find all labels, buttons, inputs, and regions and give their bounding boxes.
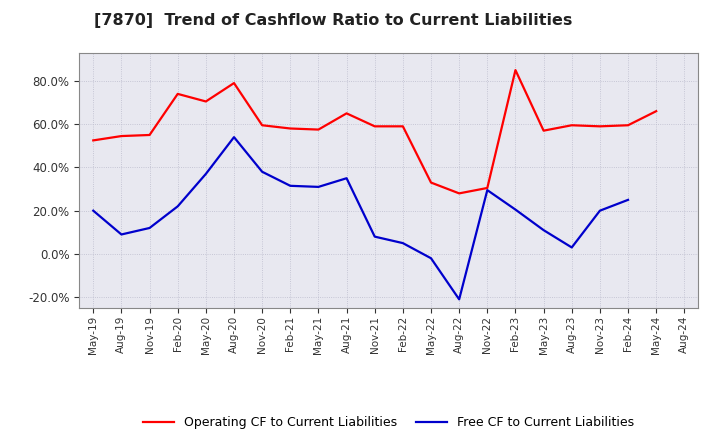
Free CF to Current Liabilities (455, 297, 464, 302)
Line: Operating CF to Current Liabilities: Operating CF to Current Liabilities (94, 70, 656, 193)
Operating CF to Current Liabilities (539, 128, 548, 133)
Operating CF to Current Liabilities (174, 91, 182, 96)
Text: [7870]  Trend of Cashflow Ratio to Current Liabilities: [7870] Trend of Cashflow Ratio to Curren… (94, 13, 572, 28)
Free CF to Current Liabilities (342, 176, 351, 181)
Free CF to Current Liabilities (258, 169, 266, 174)
Operating CF to Current Liabilities (455, 191, 464, 196)
Operating CF to Current Liabilities (314, 127, 323, 132)
Free CF to Current Liabilities (511, 207, 520, 212)
Operating CF to Current Liabilities (427, 180, 436, 185)
Operating CF to Current Liabilities (342, 111, 351, 116)
Free CF to Current Liabilities (145, 225, 154, 231)
Free CF to Current Liabilities (314, 184, 323, 190)
Operating CF to Current Liabilities (258, 123, 266, 128)
Operating CF to Current Liabilities (399, 124, 408, 129)
Free CF to Current Liabilities (230, 135, 238, 140)
Operating CF to Current Liabilities (567, 123, 576, 128)
Free CF to Current Liabilities (399, 241, 408, 246)
Operating CF to Current Liabilities (624, 123, 632, 128)
Operating CF to Current Liabilities (370, 124, 379, 129)
Free CF to Current Liabilities (202, 171, 210, 176)
Free CF to Current Liabilities (595, 208, 604, 213)
Operating CF to Current Liabilities (483, 185, 492, 191)
Free CF to Current Liabilities (286, 183, 294, 188)
Free CF to Current Liabilities (117, 232, 126, 237)
Operating CF to Current Liabilities (145, 132, 154, 138)
Operating CF to Current Liabilities (202, 99, 210, 104)
Free CF to Current Liabilities (624, 197, 632, 202)
Line: Free CF to Current Liabilities: Free CF to Current Liabilities (94, 137, 628, 299)
Free CF to Current Liabilities (427, 256, 436, 261)
Operating CF to Current Liabilities (230, 81, 238, 86)
Free CF to Current Liabilities (483, 187, 492, 193)
Free CF to Current Liabilities (370, 234, 379, 239)
Operating CF to Current Liabilities (511, 67, 520, 73)
Free CF to Current Liabilities (539, 227, 548, 233)
Operating CF to Current Liabilities (117, 133, 126, 139)
Free CF to Current Liabilities (174, 204, 182, 209)
Free CF to Current Liabilities (567, 245, 576, 250)
Legend: Operating CF to Current Liabilities, Free CF to Current Liabilities: Operating CF to Current Liabilities, Fre… (138, 411, 639, 434)
Operating CF to Current Liabilities (89, 138, 98, 143)
Operating CF to Current Liabilities (286, 126, 294, 131)
Operating CF to Current Liabilities (652, 109, 660, 114)
Free CF to Current Liabilities (89, 208, 98, 213)
Operating CF to Current Liabilities (595, 124, 604, 129)
